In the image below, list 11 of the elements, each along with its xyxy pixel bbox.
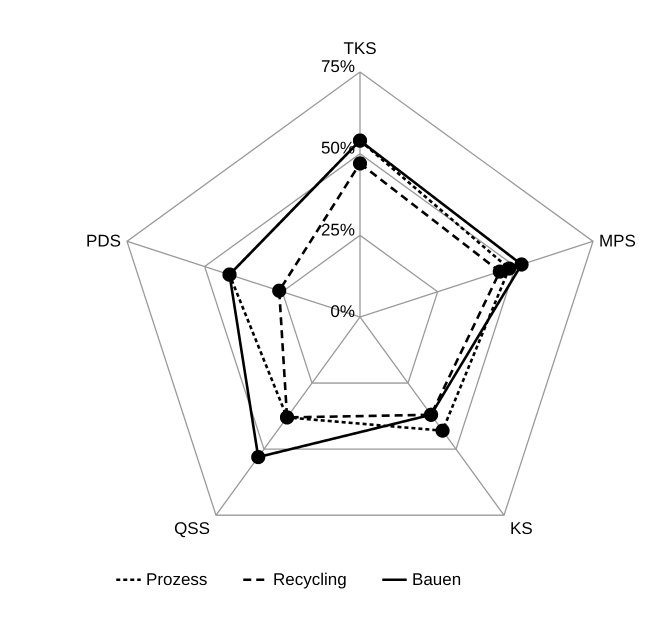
- spoke-label: TKS: [343, 39, 377, 58]
- legend-label: Recycling: [273, 570, 347, 589]
- y-tick-label: 0%: [330, 302, 355, 321]
- y-tick-label: 75%: [320, 57, 355, 76]
- legend-label: Bauen: [412, 570, 462, 589]
- spoke-label: QSS: [174, 519, 210, 538]
- spoke-label: MPS: [599, 231, 636, 250]
- legend-label: Prozess: [146, 570, 208, 589]
- y-tick-label: 25%: [320, 220, 355, 240]
- spoke-label: PDS: [86, 231, 121, 250]
- spoke-label: KS: [510, 519, 533, 538]
